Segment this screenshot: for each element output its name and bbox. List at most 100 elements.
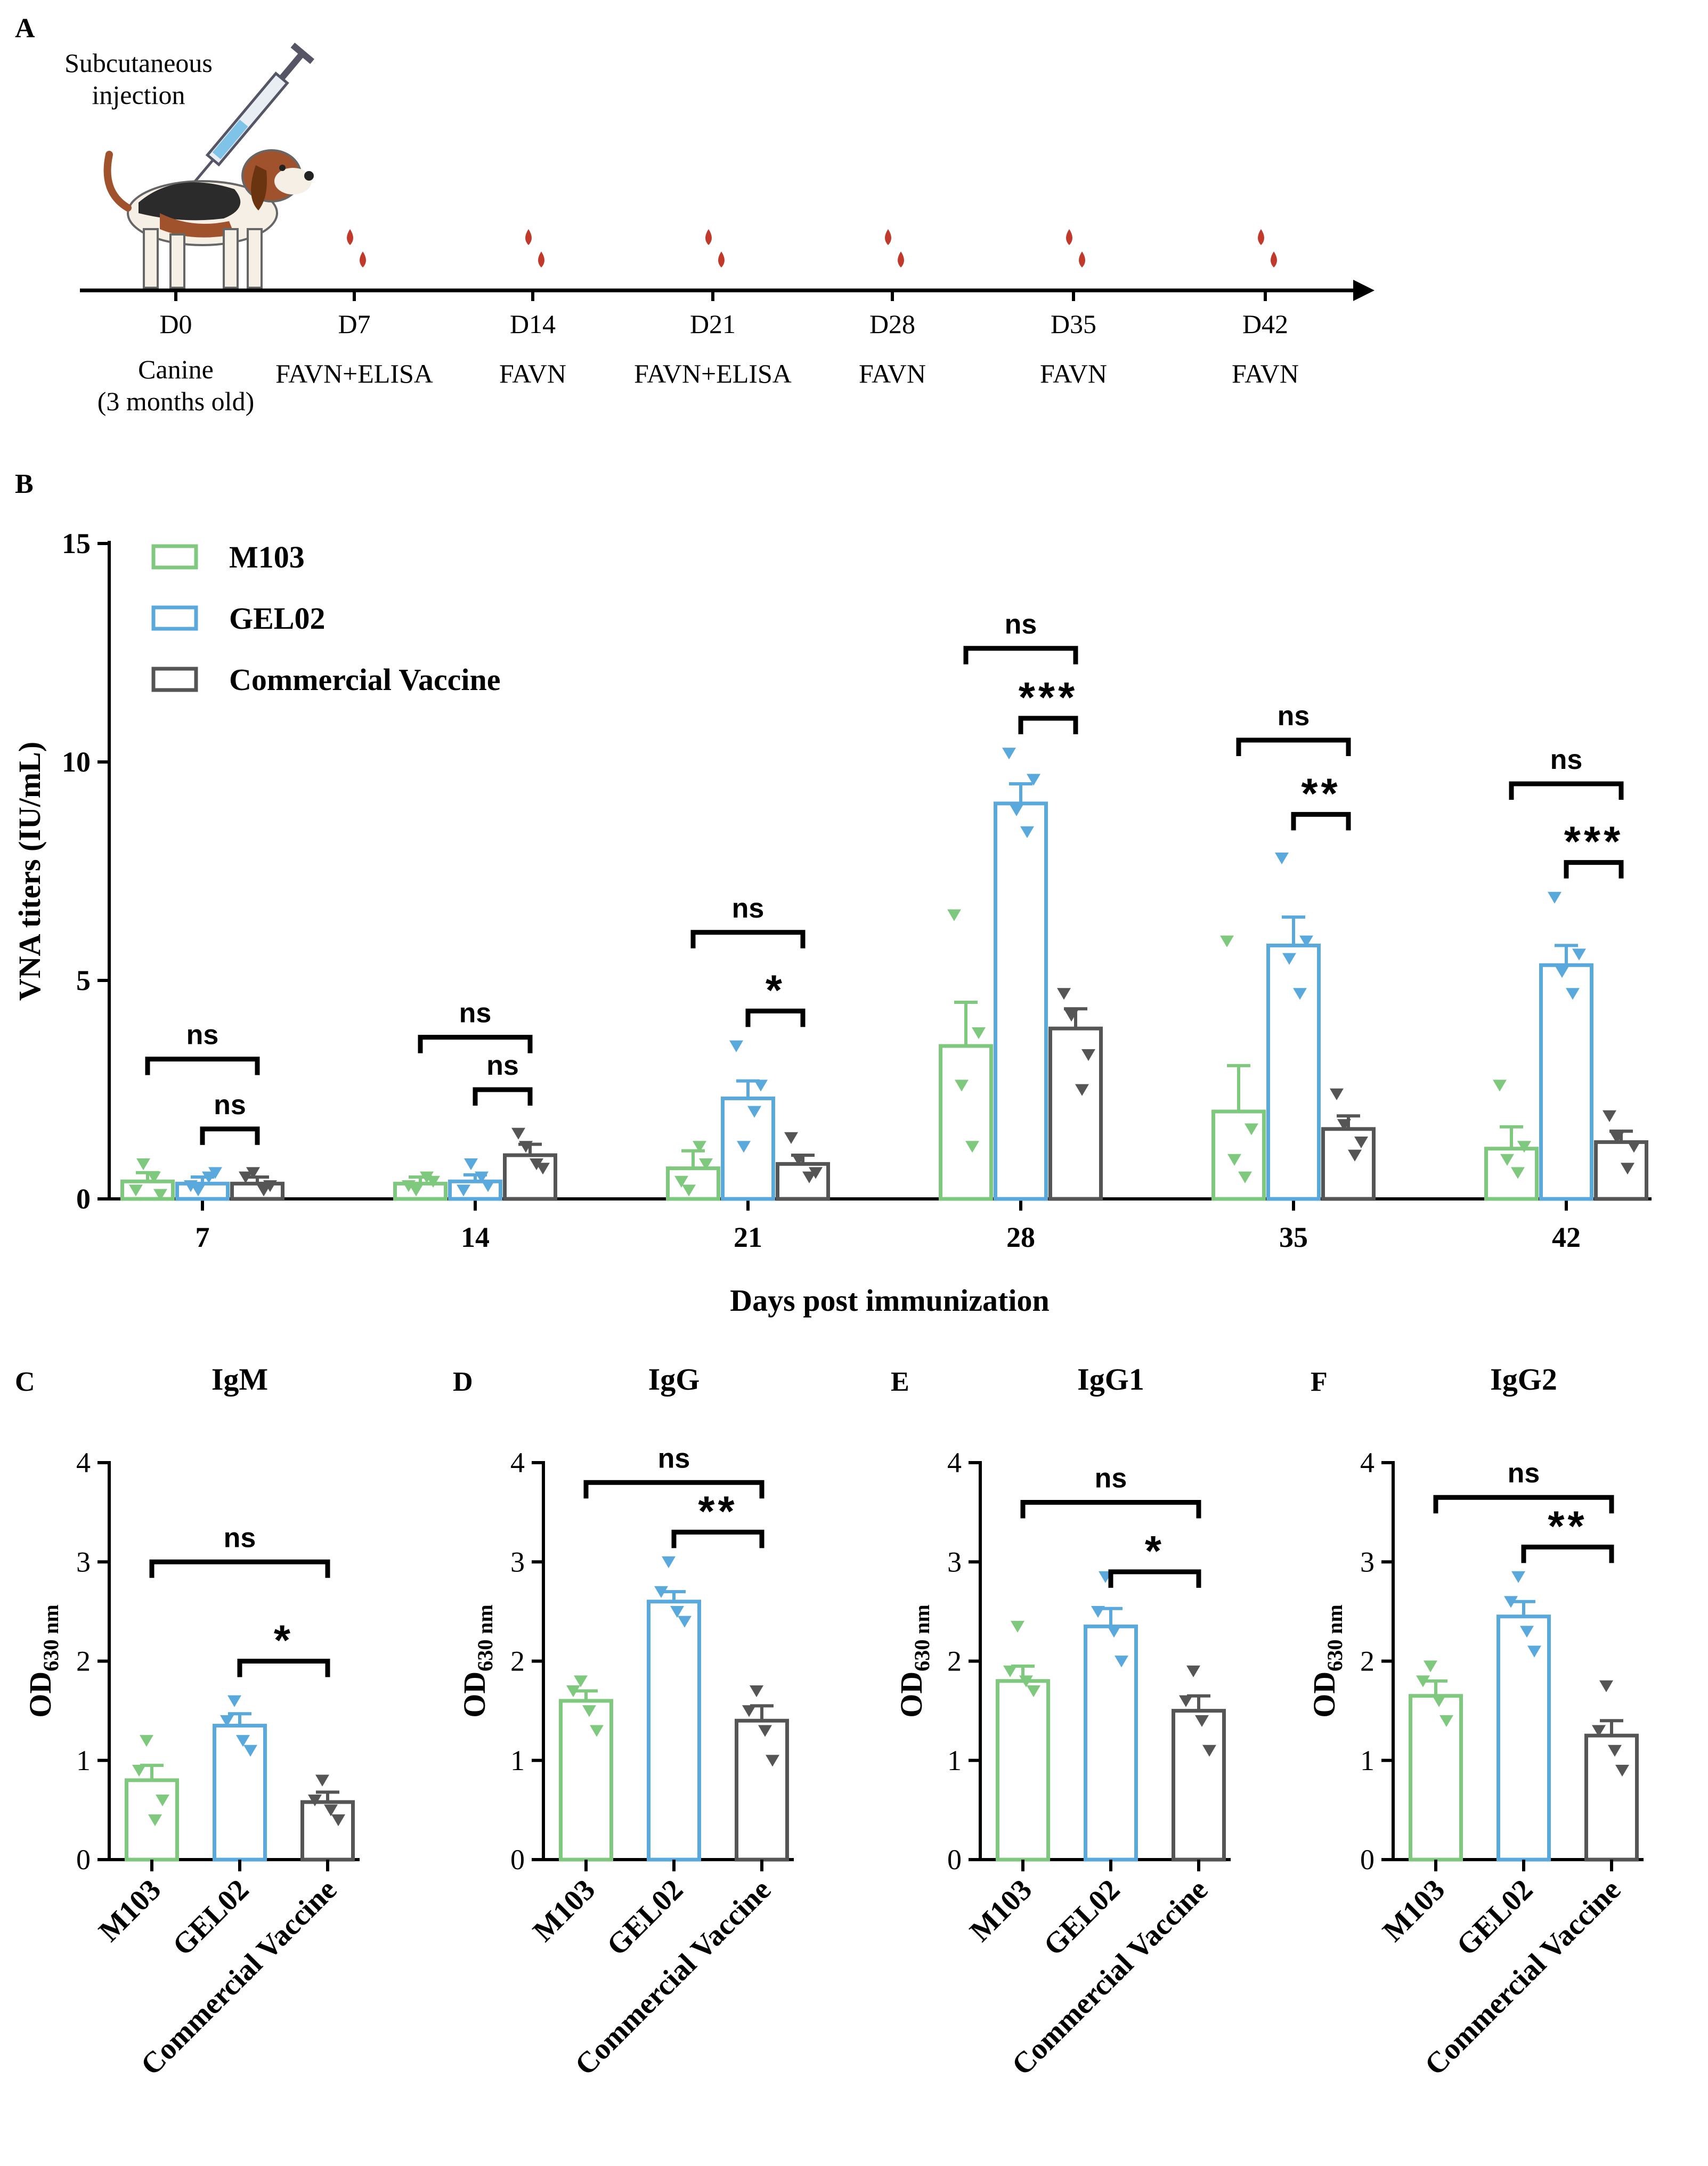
data-point: [1527, 1645, 1541, 1658]
data-point: [590, 1725, 604, 1737]
data-point: [1245, 1123, 1258, 1135]
data-point: [1019, 1675, 1033, 1688]
data-point: [747, 1106, 761, 1118]
data-point: [742, 1705, 756, 1717]
significance-label: ns: [1508, 1458, 1540, 1489]
x-tick-label: 28: [1006, 1221, 1035, 1253]
significance-bracket: [473, 1087, 533, 1106]
data-point: [662, 1556, 676, 1568]
data-point: [153, 1189, 167, 1201]
y-tick-label: 3: [947, 1546, 962, 1578]
bar: [1496, 1615, 1551, 1862]
data-point: [682, 1185, 696, 1197]
significance-label: ns: [486, 1050, 519, 1081]
x-tick-label: GEL02: [600, 1873, 689, 1962]
data-point: [754, 1080, 768, 1092]
data-point: [136, 1158, 150, 1171]
y-tick-label: 2: [947, 1645, 962, 1677]
y-tick-label: 4: [947, 1447, 962, 1479]
vna-titers-chart: 0 5 10 15 VNA titers (IU/mL) Days post immuni…: [12, 528, 1652, 1318]
data-point: [693, 1141, 706, 1153]
data-point: [1275, 853, 1289, 865]
data-point: [674, 1175, 688, 1188]
data-point: [243, 1745, 257, 1757]
y-axis-label: VNA titers (IU/mL): [12, 742, 47, 1001]
y-tick-label: 2: [510, 1645, 525, 1677]
y-tick-label: 15: [62, 528, 91, 559]
data-point: [1627, 1141, 1641, 1153]
significance-label: ns: [658, 1443, 690, 1474]
y-tick-label: 1: [1360, 1745, 1374, 1776]
data-point: [1195, 1715, 1209, 1727]
panel-label-a: A: [15, 13, 35, 44]
significance-bracket: [1291, 812, 1351, 831]
legend-swatch: [151, 544, 198, 570]
significance-label: ***: [1564, 818, 1623, 865]
data-point: [1416, 1675, 1430, 1688]
significance-label: ns: [224, 1522, 256, 1553]
bar: [1409, 1694, 1463, 1862]
significance-label: **: [698, 1487, 737, 1535]
timeline-assay-label: FAVN: [1232, 359, 1299, 388]
x-tick-label: GEL02: [1450, 1873, 1539, 1962]
significance-label: ns: [1278, 701, 1310, 732]
data-point: [1330, 1088, 1344, 1100]
timeline-points: D0 D7 FAVN+ELISA D14 FAVN D21 FAVN+ELISA D28 FAV…: [159, 229, 1299, 388]
data-point: [331, 1814, 345, 1827]
data-point: [1002, 748, 1016, 760]
data-point: [670, 1605, 684, 1618]
animal-label-line2: (3 months old): [97, 386, 254, 416]
data-point: [566, 1685, 580, 1698]
y-tick-label: 2: [76, 1645, 91, 1677]
data-point: [1115, 1656, 1128, 1668]
data-point: [1186, 1665, 1200, 1677]
bar: [996, 1679, 1050, 1862]
data-point: [947, 909, 961, 921]
significance-bracket: [1433, 1495, 1614, 1514]
data-point: [574, 1675, 588, 1688]
data-point: [1504, 1596, 1518, 1608]
y-tick-label: 0: [510, 1844, 525, 1876]
injection-label-line2: injection: [92, 80, 185, 110]
y-tick-label: 2: [1360, 1645, 1374, 1677]
data-point: [1592, 1725, 1606, 1737]
significance-bracket: [145, 1057, 260, 1075]
legend-swatch: [151, 605, 198, 631]
bar: [647, 1600, 701, 1862]
data-point: [1020, 826, 1034, 838]
data-point: [1511, 1571, 1525, 1583]
data-point: [1299, 935, 1313, 947]
panel-b: B 0 5 10 15 VNA titers (IU/mL) Days post immu…: [12, 469, 1652, 1318]
data-point: [1548, 891, 1561, 904]
animal-label-line1: Canine: [138, 354, 214, 384]
panel-label-e: E: [891, 1367, 909, 1397]
x-tick-label: M103: [964, 1873, 1039, 1948]
data-point: [236, 1735, 250, 1747]
panel-label-c: C: [15, 1367, 35, 1397]
legend-label: GEL02: [229, 601, 326, 636]
data-point: [750, 1685, 763, 1698]
significance-label: *: [274, 1617, 294, 1664]
data-point: [315, 1774, 329, 1787]
y-axis-label-main: OD: [23, 1672, 58, 1718]
data-point: [1432, 1695, 1446, 1707]
significance-bracket: [1521, 1544, 1614, 1563]
y-tick-label: 3: [510, 1546, 525, 1578]
panel-label-f: F: [1311, 1367, 1328, 1397]
significance-label: *: [766, 966, 785, 1013]
y-axis-label: OD630 nm: [23, 1604, 63, 1718]
y-axis-label-sub: 630 nm: [1323, 1604, 1347, 1672]
x-tick-label: M103: [527, 1873, 602, 1948]
data-point: [257, 1185, 271, 1197]
data-point: [1500, 1154, 1514, 1166]
data-point: [475, 1171, 489, 1183]
bar: [994, 801, 1048, 1201]
significance-bracket: [1564, 860, 1624, 879]
data-point: [263, 1180, 277, 1192]
data-point: [758, 1725, 772, 1737]
significance-label: ns: [1550, 744, 1583, 775]
data-point: [1179, 1695, 1193, 1707]
